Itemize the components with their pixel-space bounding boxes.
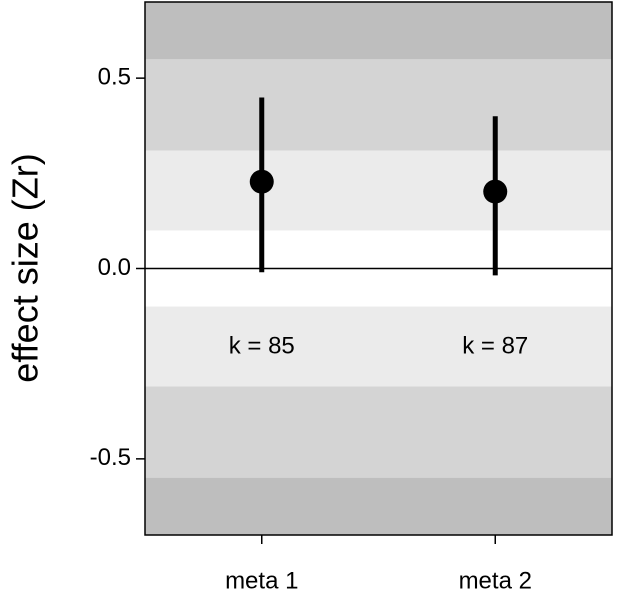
x-tick-label: meta 1: [225, 567, 298, 594]
y-tick-label: 0.5: [98, 63, 131, 90]
y-axis-label: effect size (Zr): [5, 153, 46, 382]
x-tick-label: meta 2: [459, 567, 532, 594]
point: [483, 179, 508, 204]
y-tick-label: 0.0: [98, 254, 131, 281]
annotation: k = 85: [229, 332, 295, 359]
y-tick-label: -0.5: [90, 444, 131, 471]
annotation: k = 87: [462, 332, 528, 359]
point: [249, 169, 274, 194]
